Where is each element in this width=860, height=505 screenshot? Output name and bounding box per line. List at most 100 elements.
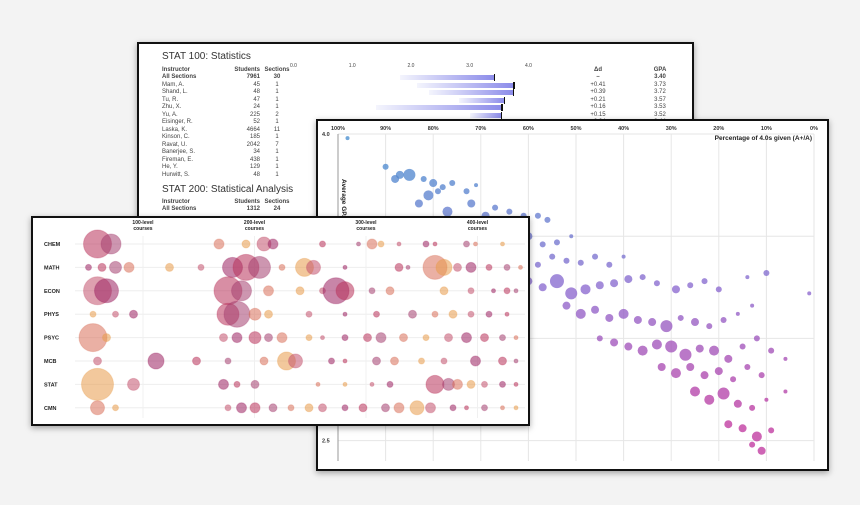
course-bubble[interactable] xyxy=(264,309,273,319)
scatter-point[interactable] xyxy=(701,278,708,285)
scatter-point[interactable] xyxy=(596,335,603,342)
course-bubble[interactable] xyxy=(197,263,205,271)
course-bubble[interactable] xyxy=(295,286,305,296)
course-bubble[interactable] xyxy=(213,238,225,250)
course-bubble[interactable] xyxy=(425,402,436,414)
scatter-point[interactable] xyxy=(637,345,648,356)
course-bubble[interactable] xyxy=(89,310,97,318)
course-bubble[interactable] xyxy=(358,403,368,413)
scatter-point[interactable] xyxy=(592,253,599,260)
course-bubble[interactable] xyxy=(504,311,510,317)
header-sections[interactable]: Sections xyxy=(264,199,290,205)
course-bubble[interactable] xyxy=(100,233,122,255)
course-bubble[interactable] xyxy=(399,333,408,343)
scatter-point[interactable] xyxy=(580,284,591,295)
scatter-point[interactable] xyxy=(768,347,775,354)
scatter-point[interactable] xyxy=(606,261,613,268)
scatter-point[interactable] xyxy=(744,363,751,370)
course-bubble[interactable] xyxy=(263,285,274,297)
course-bubble[interactable] xyxy=(94,278,119,304)
course-bubble[interactable] xyxy=(267,238,279,250)
scatter-point[interactable] xyxy=(757,446,766,455)
header-gpa[interactable]: GPA xyxy=(653,67,667,73)
course-bubble[interactable] xyxy=(473,241,478,247)
scatter-point[interactable] xyxy=(783,356,788,361)
course-bubble[interactable] xyxy=(390,356,399,366)
scatter-point[interactable] xyxy=(420,175,427,182)
scatter-point[interactable] xyxy=(700,371,709,380)
scatter-point[interactable] xyxy=(414,199,423,208)
course-bubble[interactable] xyxy=(248,331,262,345)
course-bubble[interactable] xyxy=(513,381,519,387)
course-bubble[interactable] xyxy=(192,356,201,366)
table-row[interactable]: Zhu, X. 24 1 +0.16 3.53 xyxy=(162,104,682,111)
course-bubble[interactable] xyxy=(236,402,247,414)
scatter-point[interactable] xyxy=(709,345,720,356)
course-bubble[interactable] xyxy=(491,288,496,294)
course-bubble[interactable] xyxy=(112,404,119,412)
scatter-point[interactable] xyxy=(633,315,642,324)
scatter-point[interactable] xyxy=(624,342,633,351)
course-bubble[interactable] xyxy=(439,286,449,296)
scatter-point[interactable] xyxy=(544,216,551,223)
course-bubble[interactable] xyxy=(435,258,453,276)
scatter-point[interactable] xyxy=(745,275,750,280)
course-bubble[interactable] xyxy=(366,238,378,250)
course-bubble[interactable] xyxy=(485,263,493,271)
course-bubble[interactable] xyxy=(112,310,119,318)
table-row[interactable]: Mam, A. 45 1 +0.41 3.73 xyxy=(162,81,682,89)
course-bubble[interactable] xyxy=(127,377,140,391)
scatter-point[interactable] xyxy=(657,362,666,371)
course-bubble[interactable] xyxy=(109,260,122,274)
scatter-point[interactable] xyxy=(704,394,715,405)
course-bubble[interactable] xyxy=(102,333,111,343)
scatter-point[interactable] xyxy=(651,339,662,350)
scatter-point[interactable] xyxy=(670,368,681,379)
course-bubble[interactable] xyxy=(453,262,462,272)
scatter-point[interactable] xyxy=(751,431,762,442)
course-bubble[interactable] xyxy=(342,358,348,364)
course-bubble[interactable] xyxy=(278,263,286,271)
course-bubble[interactable] xyxy=(287,404,295,412)
course-bubble[interactable] xyxy=(408,309,417,319)
course-bubble[interactable] xyxy=(448,309,458,319)
course-bubble[interactable] xyxy=(499,334,506,342)
course-bubble[interactable] xyxy=(224,357,232,365)
scatter-point[interactable] xyxy=(605,313,614,322)
scatter-point[interactable] xyxy=(467,199,476,208)
scatter-point[interactable] xyxy=(539,241,546,248)
scatter-point[interactable] xyxy=(618,308,629,319)
course-bubble[interactable] xyxy=(466,379,476,389)
scatter-point[interactable] xyxy=(717,387,730,400)
scatter-point[interactable] xyxy=(549,274,564,289)
scatter-point[interactable] xyxy=(610,338,619,347)
scatter-point[interactable] xyxy=(553,239,560,246)
course-bubble[interactable] xyxy=(219,333,228,343)
scatter-point[interactable] xyxy=(439,184,446,191)
course-bubble[interactable] xyxy=(422,240,430,248)
course-bubble[interactable] xyxy=(342,264,348,270)
header-instructor[interactable]: Instructor xyxy=(162,199,191,205)
course-bubble[interactable] xyxy=(518,264,523,270)
scatter-point[interactable] xyxy=(714,367,723,376)
course-bubble[interactable] xyxy=(97,262,107,272)
course-bubble[interactable] xyxy=(461,332,472,344)
course-bubble[interactable] xyxy=(249,402,261,414)
scatter-point[interactable] xyxy=(749,404,756,411)
scatter-point[interactable] xyxy=(534,212,541,219)
course-bubble[interactable] xyxy=(233,380,241,388)
scatter-point[interactable] xyxy=(763,269,770,276)
course-bubble[interactable] xyxy=(513,405,519,411)
course-bubble[interactable] xyxy=(452,378,463,390)
course-bubble[interactable] xyxy=(305,310,313,318)
scatter-point[interactable] xyxy=(577,259,584,266)
course-bubble[interactable] xyxy=(306,259,321,275)
course-bubble[interactable] xyxy=(464,405,469,411)
scatter-point[interactable] xyxy=(562,301,571,310)
course-bubble[interactable] xyxy=(241,239,251,249)
scatter-point[interactable] xyxy=(621,254,626,259)
course-bubble[interactable] xyxy=(425,374,445,394)
table-row[interactable]: All Sections 7961 30 – 3.40 xyxy=(162,74,682,81)
course-bubble[interactable] xyxy=(356,241,361,247)
scatter-point[interactable] xyxy=(345,136,350,141)
